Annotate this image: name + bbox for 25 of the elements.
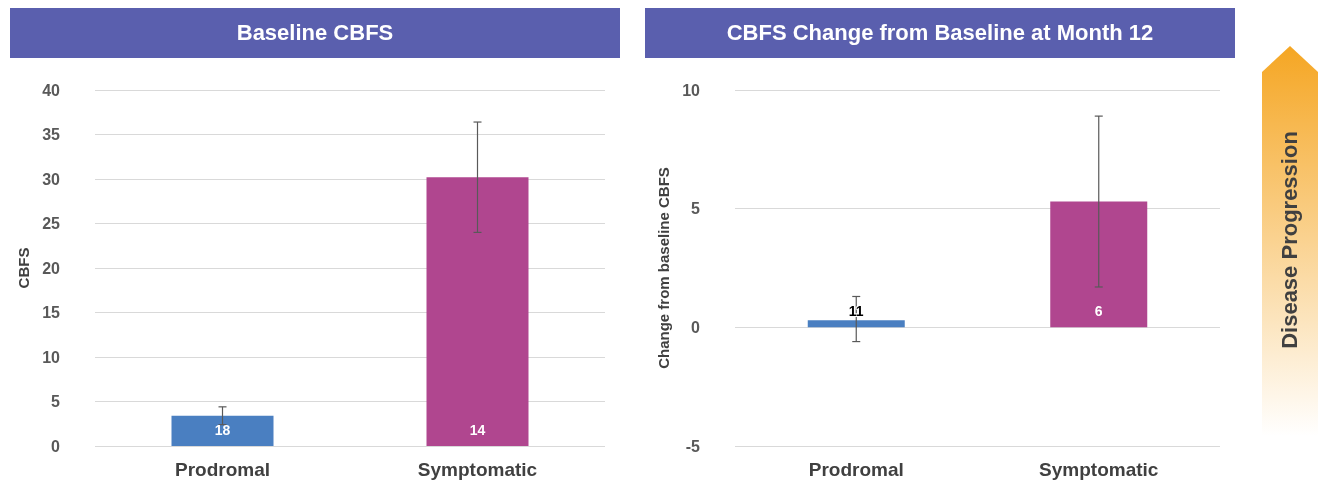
chart-title: CBFS Change from Baseline at Month 12 xyxy=(645,8,1235,58)
y-tick-label: 35 xyxy=(42,126,61,143)
y-tick-label: 40 xyxy=(42,81,61,99)
y-tick-label: 0 xyxy=(691,318,701,336)
text: Disease Progression xyxy=(1277,131,1303,349)
annotation: 18 xyxy=(214,422,231,438)
x-tick-label: Symptomatic xyxy=(1039,459,1159,480)
y-tick-label: 15 xyxy=(42,304,61,321)
annotation: 14 xyxy=(469,422,486,438)
x-tick-label: Prodromal xyxy=(174,459,271,480)
y-axis-title: Change from baseline CBFS xyxy=(655,167,673,369)
y-tick-label: 30 xyxy=(42,170,61,188)
y-tick-label: 20 xyxy=(42,259,61,277)
chart-title: Baseline CBFS xyxy=(10,8,620,58)
annotation: 6 xyxy=(1094,303,1103,320)
y-tick-label: 10 xyxy=(42,348,61,366)
y-tick-label: 5 xyxy=(691,200,701,218)
x-tick-label: Symptomatic xyxy=(417,459,538,480)
y-axis-title: CBFS xyxy=(15,247,33,289)
y-tick-label: -5 xyxy=(685,437,701,455)
y-tick-label: 10 xyxy=(682,81,701,99)
y-tick-label: 5 xyxy=(51,393,61,410)
y-tick-label: 0 xyxy=(51,437,61,455)
y-tick-label: 25 xyxy=(42,215,61,232)
x-tick-label: Prodromal xyxy=(808,459,904,480)
